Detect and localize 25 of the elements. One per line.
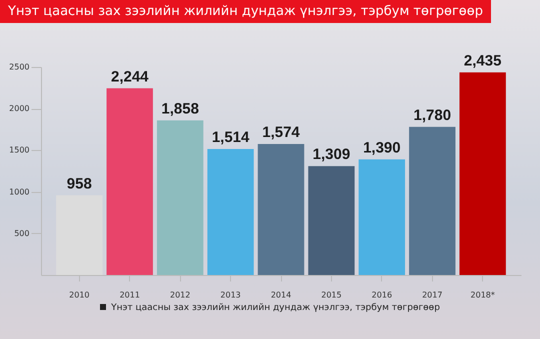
text: 1,514 <box>212 129 250 146</box>
x-tick-label: 2015 <box>321 290 342 300</box>
text: 1,858 <box>161 100 199 118</box>
y-tick-label: 2000 <box>9 104 30 114</box>
x-tick-label: 2013 <box>220 290 241 300</box>
text: 1,309 <box>312 146 350 164</box>
x-tick-label: 2016 <box>372 290 392 300</box>
y-tick-label: 500 <box>14 228 30 238</box>
text: 1,574 <box>262 124 300 142</box>
text: 1,390 <box>363 139 401 156</box>
text: 2,435 <box>464 52 502 70</box>
y-tick-label: 2500 <box>9 62 30 72</box>
y-tick-label: 1500 <box>9 146 30 155</box>
text: 2,244 <box>110 68 149 86</box>
x-tick-label: 2014 <box>270 290 292 300</box>
text: 958 <box>66 175 92 192</box>
x-tick-label: 2010 <box>69 290 90 300</box>
x-tick-label: 2011 <box>120 290 140 300</box>
y-tick-label: 1000 <box>9 187 30 196</box>
chart-title: Үнэт цаасны зах зээлийн жилийн дундаж үнэлгээ, тэрбум төгрөгөөр <box>0 0 491 23</box>
text: 1,780 <box>413 106 452 124</box>
x-tick-label: 2017 <box>422 290 442 300</box>
x-tick-label: 2012 <box>170 290 190 300</box>
x-tick-label: 2018* <box>470 290 495 300</box>
text: Үнэт цаасны зах зээлийн жилийн дундаж үнэлгээ, тэрбум төгрөгөөр <box>111 303 440 313</box>
